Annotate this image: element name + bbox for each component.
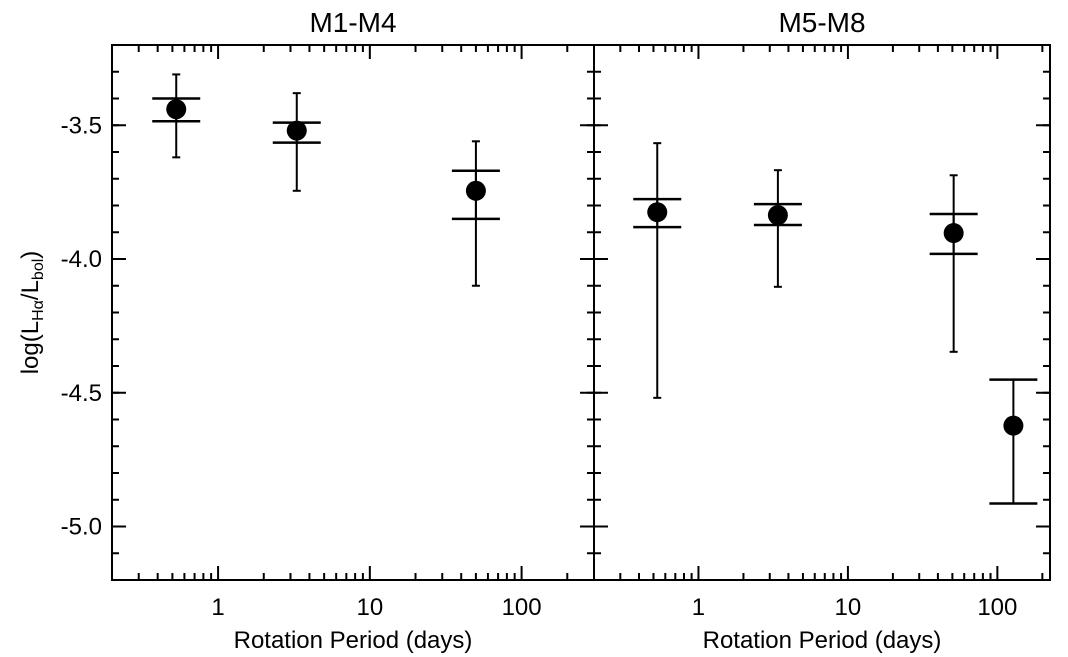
y-axis-label-subscript: bol <box>30 259 47 280</box>
data-point <box>166 99 187 120</box>
plot-frame <box>593 44 1051 581</box>
y-axis-label: log(LHα/Lbol) <box>17 251 47 375</box>
y-tick-label: -4.0 <box>61 246 102 273</box>
data-point <box>767 205 788 226</box>
panel-title: M1-M4 <box>309 7 396 38</box>
panel-title: M5-M8 <box>778 7 865 38</box>
data-point <box>465 180 486 201</box>
x-tick-label: 1 <box>692 594 705 621</box>
x-tick-label: 100 <box>977 594 1017 621</box>
x-tick-label: 10 <box>356 594 383 621</box>
y-tick-label: -5.0 <box>61 514 102 541</box>
y-axis-label-part: log(L <box>17 321 44 374</box>
data-point <box>286 120 307 141</box>
data-point <box>1003 415 1024 436</box>
x-axis-label: Rotation Period (days) <box>703 627 942 654</box>
y-tick-label: -3.5 <box>61 112 102 139</box>
x-tick-label: 10 <box>835 594 862 621</box>
y-tick-label: -4.5 <box>61 380 102 407</box>
y-axis-label-part: /L <box>17 280 44 300</box>
x-tick-label: 100 <box>502 594 542 621</box>
data-point <box>943 223 964 244</box>
data-point <box>647 202 668 223</box>
y-axis-label-part: ) <box>17 251 44 259</box>
plot-frame <box>111 44 595 581</box>
y-axis-label-subscript: Hα <box>30 300 47 321</box>
x-axis-label: Rotation Period (days) <box>234 627 473 654</box>
x-tick-label: 1 <box>211 594 224 621</box>
